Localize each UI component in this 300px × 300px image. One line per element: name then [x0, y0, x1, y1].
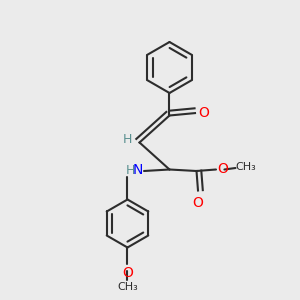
- Text: N: N: [133, 163, 143, 177]
- Text: H: H: [126, 164, 135, 177]
- Text: CH₃: CH₃: [117, 282, 138, 292]
- Text: O: O: [218, 162, 228, 176]
- Text: O: O: [122, 266, 133, 280]
- Text: CH₃: CH₃: [236, 162, 256, 172]
- Text: O: O: [193, 196, 203, 210]
- Text: H: H: [123, 133, 132, 146]
- Text: O: O: [198, 106, 209, 120]
